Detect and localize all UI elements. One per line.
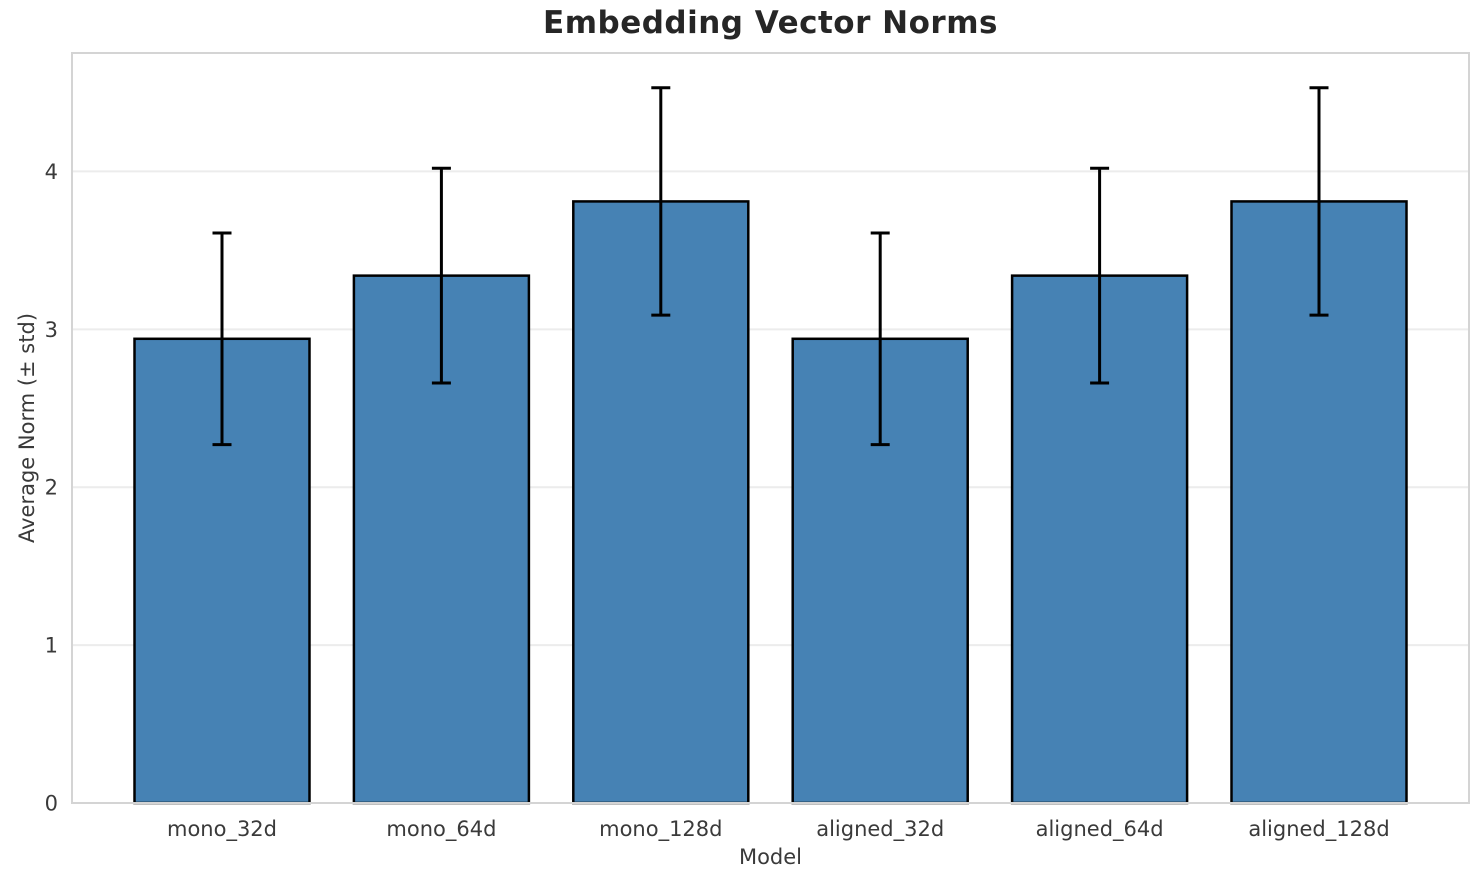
x-tick-label: aligned_128d bbox=[1248, 817, 1389, 842]
y-axis-label: Average Norm (± std) bbox=[15, 312, 39, 544]
y-tick-label: 0 bbox=[45, 792, 58, 816]
y-tick-label: 3 bbox=[45, 318, 58, 342]
plot-border bbox=[71, 52, 1470, 804]
x-tick-label: mono_32d bbox=[167, 817, 277, 842]
y-tick-label: 2 bbox=[45, 476, 58, 500]
y-tick-label: 4 bbox=[45, 160, 58, 184]
x-tick-label: aligned_64d bbox=[1036, 817, 1164, 842]
x-tick-label: aligned_32d bbox=[816, 817, 944, 842]
x-tick-label: mono_64d bbox=[386, 817, 496, 842]
x-axis-label: Model bbox=[738, 845, 803, 869]
y-tick-label: 1 bbox=[45, 634, 58, 658]
x-tick-label: mono_128d bbox=[599, 817, 722, 842]
chart-title: Embedding Vector Norms bbox=[543, 5, 998, 41]
